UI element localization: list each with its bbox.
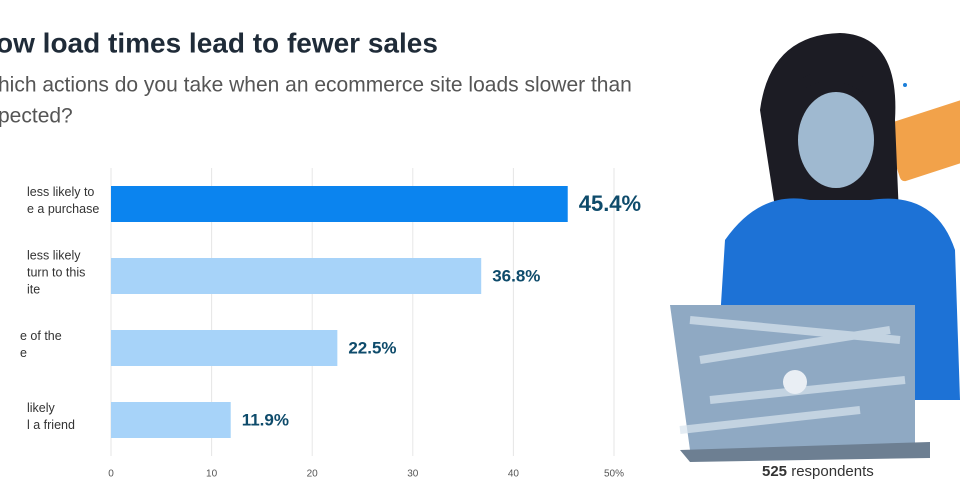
x-tick-label: 0: [108, 469, 114, 480]
respondents: 525 respondents: [762, 463, 874, 480]
respondents-count: 525: [762, 463, 787, 480]
bar: [111, 330, 338, 366]
category-label: l a friend: [27, 418, 75, 432]
value-label: 36.8%: [492, 266, 540, 285]
value-label: 45.4%: [579, 191, 641, 216]
bar: [111, 258, 482, 294]
bar: [111, 186, 568, 222]
illustration: [670, 33, 960, 462]
category-label: e a purchase: [27, 202, 99, 216]
x-tick-label: 30: [407, 469, 419, 480]
bar: [111, 402, 231, 438]
chart-subtitle: pected?: [0, 105, 73, 128]
category-label: likely: [27, 401, 56, 415]
x-tick-label: 20: [307, 469, 319, 480]
x-tick-label: 40: [508, 469, 520, 480]
value-label: 22.5%: [348, 338, 396, 357]
category-label: e of the: [20, 329, 62, 343]
category-label: ite: [27, 282, 40, 296]
respondents-label: respondents: [791, 463, 874, 480]
x-tick-label: 10: [206, 469, 218, 480]
category-label: turn to this: [27, 265, 85, 279]
chart-title: ow load times lead to fewer sales: [0, 27, 438, 58]
x-tick-label: 50%: [604, 469, 624, 480]
chart-subtitle: hich actions do you take when an ecommer…: [0, 74, 632, 97]
value-label: 11.9%: [242, 410, 289, 429]
category-label: less likely: [27, 248, 81, 262]
category-label: less likely to: [27, 185, 94, 199]
category-label: e: [20, 346, 27, 360]
